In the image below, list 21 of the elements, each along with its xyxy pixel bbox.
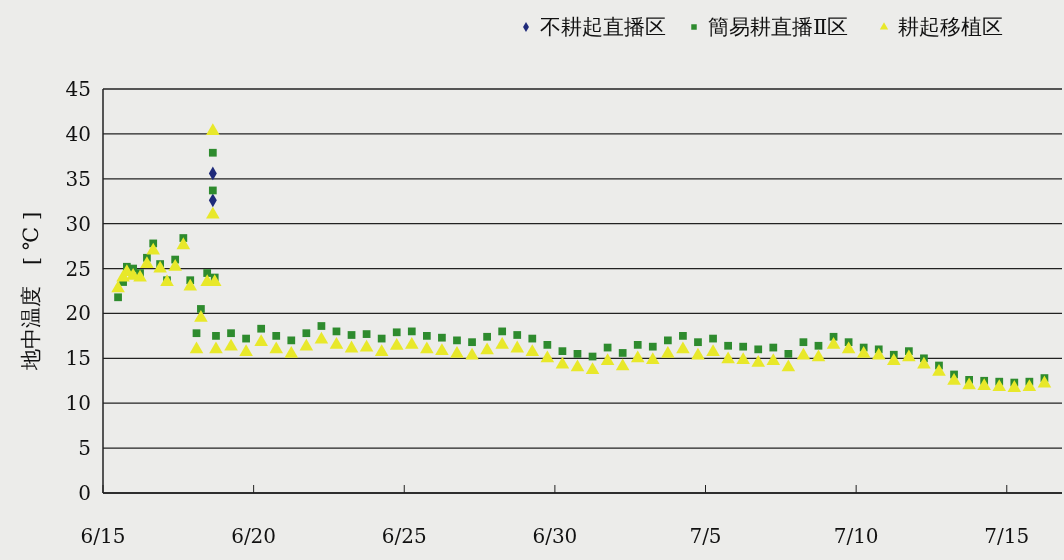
y-tick-label: 10 [65, 391, 91, 416]
x-tick-label: 6/15 [80, 524, 126, 548]
x-tick-label: 7/10 [833, 524, 879, 548]
y-axis-title: 地中温度 [ ℃ ] [19, 211, 43, 372]
y-tick-label: 30 [65, 211, 91, 236]
y-tick-label: 20 [65, 301, 91, 326]
x-tick-label: 6/30 [532, 524, 578, 548]
legend-label: 不耕起直播区 [540, 15, 666, 39]
y-tick-label: 40 [65, 121, 91, 146]
x-tick-label: 7/5 [689, 524, 722, 548]
y-tick-label: 5 [78, 436, 91, 461]
y-tick-label: 25 [65, 256, 91, 281]
legend-label: 耕起移植区 [898, 15, 1003, 39]
x-tick-label: 6/20 [231, 524, 277, 548]
x-tick-label: 7/15 [984, 524, 1030, 548]
y-tick-label: 0 [78, 481, 91, 505]
y-tick-label: 45 [65, 77, 91, 101]
x-tick-label: 6/25 [381, 524, 427, 548]
y-tick-label: 15 [65, 346, 91, 371]
y-tick-label: 35 [65, 166, 91, 191]
legend-label: 簡易耕直播Ⅱ区 [708, 15, 849, 39]
